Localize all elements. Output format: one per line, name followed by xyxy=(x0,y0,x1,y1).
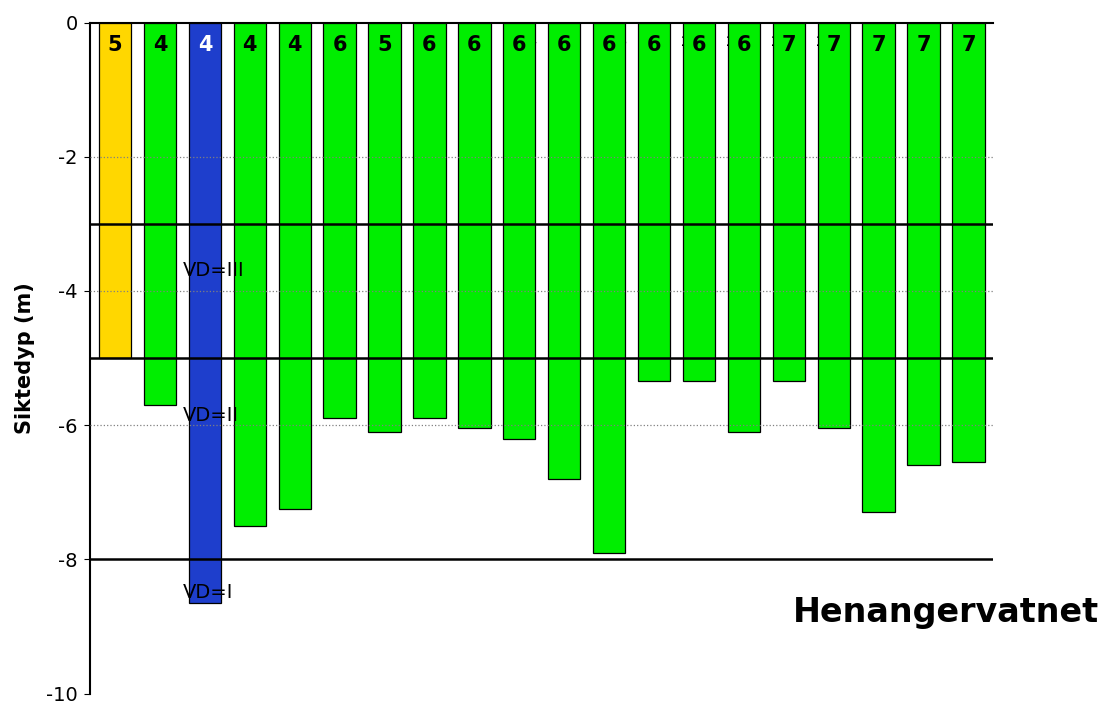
Bar xyxy=(593,22,625,552)
Text: 7: 7 xyxy=(961,35,975,55)
Text: 6: 6 xyxy=(692,35,706,55)
Text: Henangervatnet: Henangervatnet xyxy=(792,596,1099,629)
Text: 4: 4 xyxy=(153,35,167,55)
Text: 7: 7 xyxy=(916,35,931,55)
Bar xyxy=(503,22,536,438)
Text: 4: 4 xyxy=(242,35,257,55)
Text: 6: 6 xyxy=(512,35,527,55)
Bar xyxy=(907,22,940,465)
Text: VD=I: VD=I xyxy=(182,583,233,603)
Bar xyxy=(548,22,580,479)
Text: 6: 6 xyxy=(602,35,616,55)
Text: VD=II: VD=II xyxy=(182,405,239,425)
Text: 4: 4 xyxy=(198,35,212,55)
Bar xyxy=(144,22,176,405)
Text: VD=III: VD=III xyxy=(182,261,244,280)
Text: 5: 5 xyxy=(108,35,123,55)
Bar xyxy=(413,22,445,418)
Bar xyxy=(189,22,221,603)
Text: 4: 4 xyxy=(288,35,302,55)
Text: 6: 6 xyxy=(422,35,436,55)
Text: 5: 5 xyxy=(377,35,392,55)
Text: 6: 6 xyxy=(333,35,347,55)
Bar xyxy=(683,22,715,382)
Bar xyxy=(233,22,266,526)
Bar xyxy=(279,22,311,509)
Bar xyxy=(772,22,805,382)
Text: 6: 6 xyxy=(468,35,482,55)
Bar xyxy=(368,22,401,432)
Y-axis label: Siktedyp (m): Siktedyp (m) xyxy=(15,282,35,434)
Bar xyxy=(863,22,895,513)
Text: 7: 7 xyxy=(872,35,886,55)
Bar xyxy=(952,22,984,462)
Bar xyxy=(324,22,356,418)
Bar xyxy=(728,22,760,432)
Bar xyxy=(459,22,491,428)
Text: 6: 6 xyxy=(647,35,662,55)
Bar xyxy=(638,22,671,382)
Bar xyxy=(818,22,850,428)
Text: 6: 6 xyxy=(557,35,571,55)
Text: 7: 7 xyxy=(827,35,841,55)
Text: 7: 7 xyxy=(781,35,796,55)
Text: 6: 6 xyxy=(737,35,751,55)
Bar xyxy=(99,22,132,358)
